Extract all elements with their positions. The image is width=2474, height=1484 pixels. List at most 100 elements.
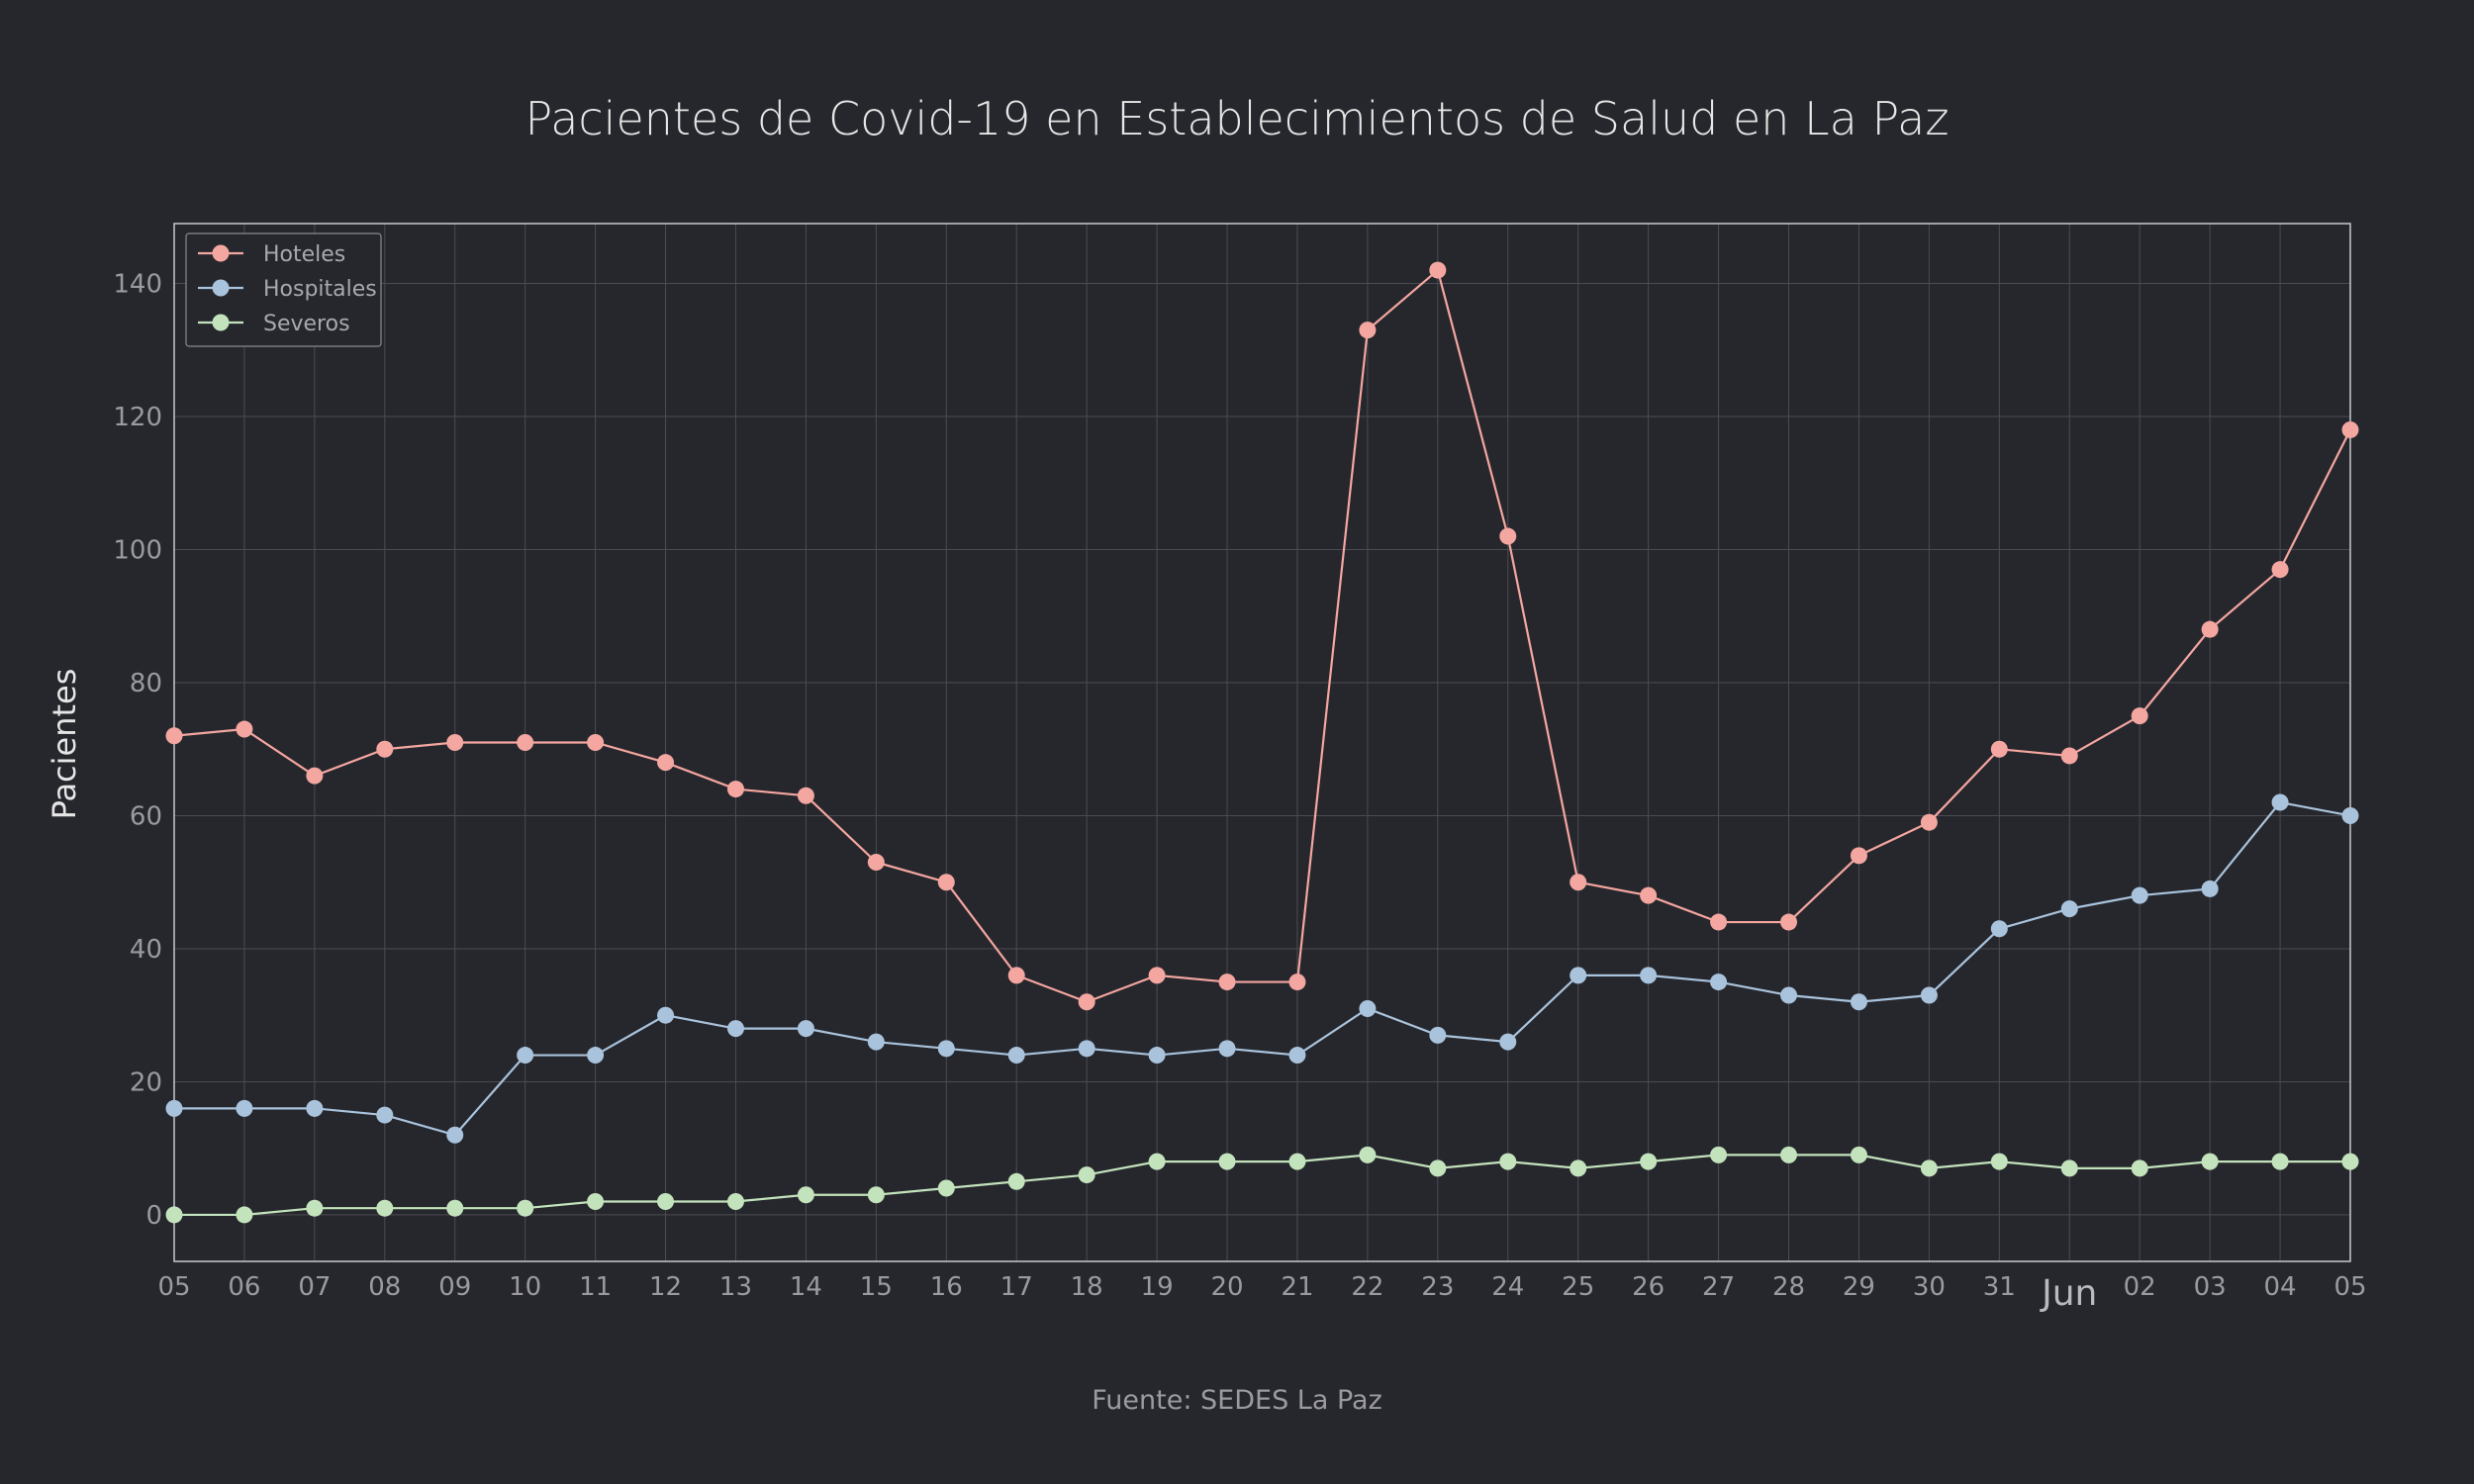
series-line (173, 268, 2351, 1003)
data-point (446, 734, 464, 751)
x-tick-label: 27 (1702, 1272, 1735, 1302)
x-tick-label: 14 (790, 1272, 822, 1302)
data-point (1990, 920, 2008, 938)
data-point (1570, 967, 1587, 984)
series-hospitales (165, 793, 2359, 1144)
data-point (797, 1186, 814, 1204)
x-tick-label: 31 (1983, 1272, 2016, 1302)
data-point (306, 1199, 324, 1217)
legend-swatch-marker (212, 244, 230, 262)
data-point (2201, 1153, 2219, 1170)
x-tick-label: 21 (1281, 1272, 1313, 1302)
data-point (376, 740, 394, 758)
y-tick-label: 120 (113, 403, 162, 432)
data-point (1007, 1172, 1025, 1190)
series-line (174, 1154, 2350, 1217)
legend-swatch-marker (212, 314, 230, 331)
data-point (1078, 993, 1095, 1011)
data-point (1078, 1040, 1095, 1058)
data-point (726, 781, 744, 798)
data-point (1850, 1146, 1867, 1163)
data-point (1429, 1026, 1447, 1044)
data-point (1218, 974, 1236, 991)
data-point (2201, 880, 2219, 897)
y-tick-label: 20 (130, 1067, 162, 1097)
x-tick-label: 19 (1141, 1272, 1174, 1302)
x-tick-label: 15 (860, 1272, 893, 1302)
data-point (1218, 1153, 1236, 1170)
data-point (1359, 999, 1377, 1017)
data-point (236, 1206, 253, 1224)
data-point (2201, 620, 2219, 638)
y-tick-label: 40 (130, 935, 162, 965)
data-point (1710, 913, 1728, 931)
data-point (1288, 1047, 1306, 1065)
data-point (1148, 967, 1166, 984)
data-point (1850, 847, 1867, 865)
data-point (1429, 261, 1447, 279)
data-point (1499, 1153, 1517, 1170)
data-point (2271, 561, 2289, 579)
data-point (517, 1047, 534, 1065)
data-point (1148, 1047, 1166, 1065)
data-point (726, 1192, 744, 1210)
data-point (1007, 967, 1025, 984)
data-point (797, 1020, 814, 1038)
x-tick-label: 03 (2194, 1272, 2227, 1302)
y-axis-label: Pacientes (46, 669, 83, 820)
series-lines (165, 261, 2359, 1224)
x-tick-label: 12 (649, 1272, 682, 1302)
legend-swatch-marker (212, 279, 230, 297)
data-point (1570, 1159, 1587, 1177)
data-point (517, 1199, 534, 1217)
legend-label: Severos (263, 312, 350, 336)
data-point (587, 1047, 605, 1065)
data-point (1499, 527, 1517, 545)
x-tick-label: 28 (1772, 1272, 1805, 1302)
data-point (1920, 813, 1938, 831)
x-tick-label: 06 (228, 1272, 260, 1302)
data-point (1990, 1153, 2008, 1170)
x-tick-label: 22 (1351, 1272, 1383, 1302)
data-point (1780, 1146, 1798, 1163)
data-point (2271, 793, 2289, 811)
data-point (1078, 1166, 1095, 1184)
chart-title: Pacientes de Covid-19 en Establecimiento… (525, 92, 1950, 145)
x-tick-label: 26 (1632, 1272, 1665, 1302)
data-point (1780, 913, 1798, 931)
data-point (657, 1192, 675, 1210)
data-point (587, 1192, 605, 1210)
data-point (236, 720, 253, 738)
data-point (376, 1106, 394, 1124)
x-tick-label: 02 (2124, 1272, 2156, 1302)
data-point (165, 727, 183, 745)
data-point (1990, 740, 2008, 758)
data-point (165, 1206, 183, 1224)
data-point (1148, 1153, 1166, 1170)
x-tick-label: 16 (930, 1272, 963, 1302)
data-point (2131, 707, 2148, 725)
x-tick-label: 23 (1421, 1272, 1454, 1302)
legend-label: Hoteles (263, 242, 345, 267)
data-point (1007, 1047, 1025, 1065)
x-tick-label: 18 (1071, 1272, 1103, 1302)
data-point (867, 1186, 885, 1204)
data-point (867, 854, 885, 872)
data-point (1640, 1153, 1658, 1170)
x-tick-label: 29 (1843, 1272, 1875, 1302)
data-point (2341, 1153, 2359, 1170)
data-point (2060, 747, 2078, 765)
data-point (1920, 986, 1938, 1004)
y-tick-label: 80 (130, 669, 162, 698)
data-point (446, 1126, 464, 1144)
data-point (1429, 1159, 1447, 1177)
x-tick-label: 10 (509, 1272, 541, 1302)
data-point (306, 1099, 324, 1117)
data-point (2341, 806, 2359, 824)
y-tick-label: 100 (113, 535, 162, 565)
data-point (236, 1099, 253, 1117)
grid (173, 224, 2351, 1261)
x-tick-label: 24 (1491, 1272, 1524, 1302)
x-tick-label: 13 (719, 1272, 752, 1302)
